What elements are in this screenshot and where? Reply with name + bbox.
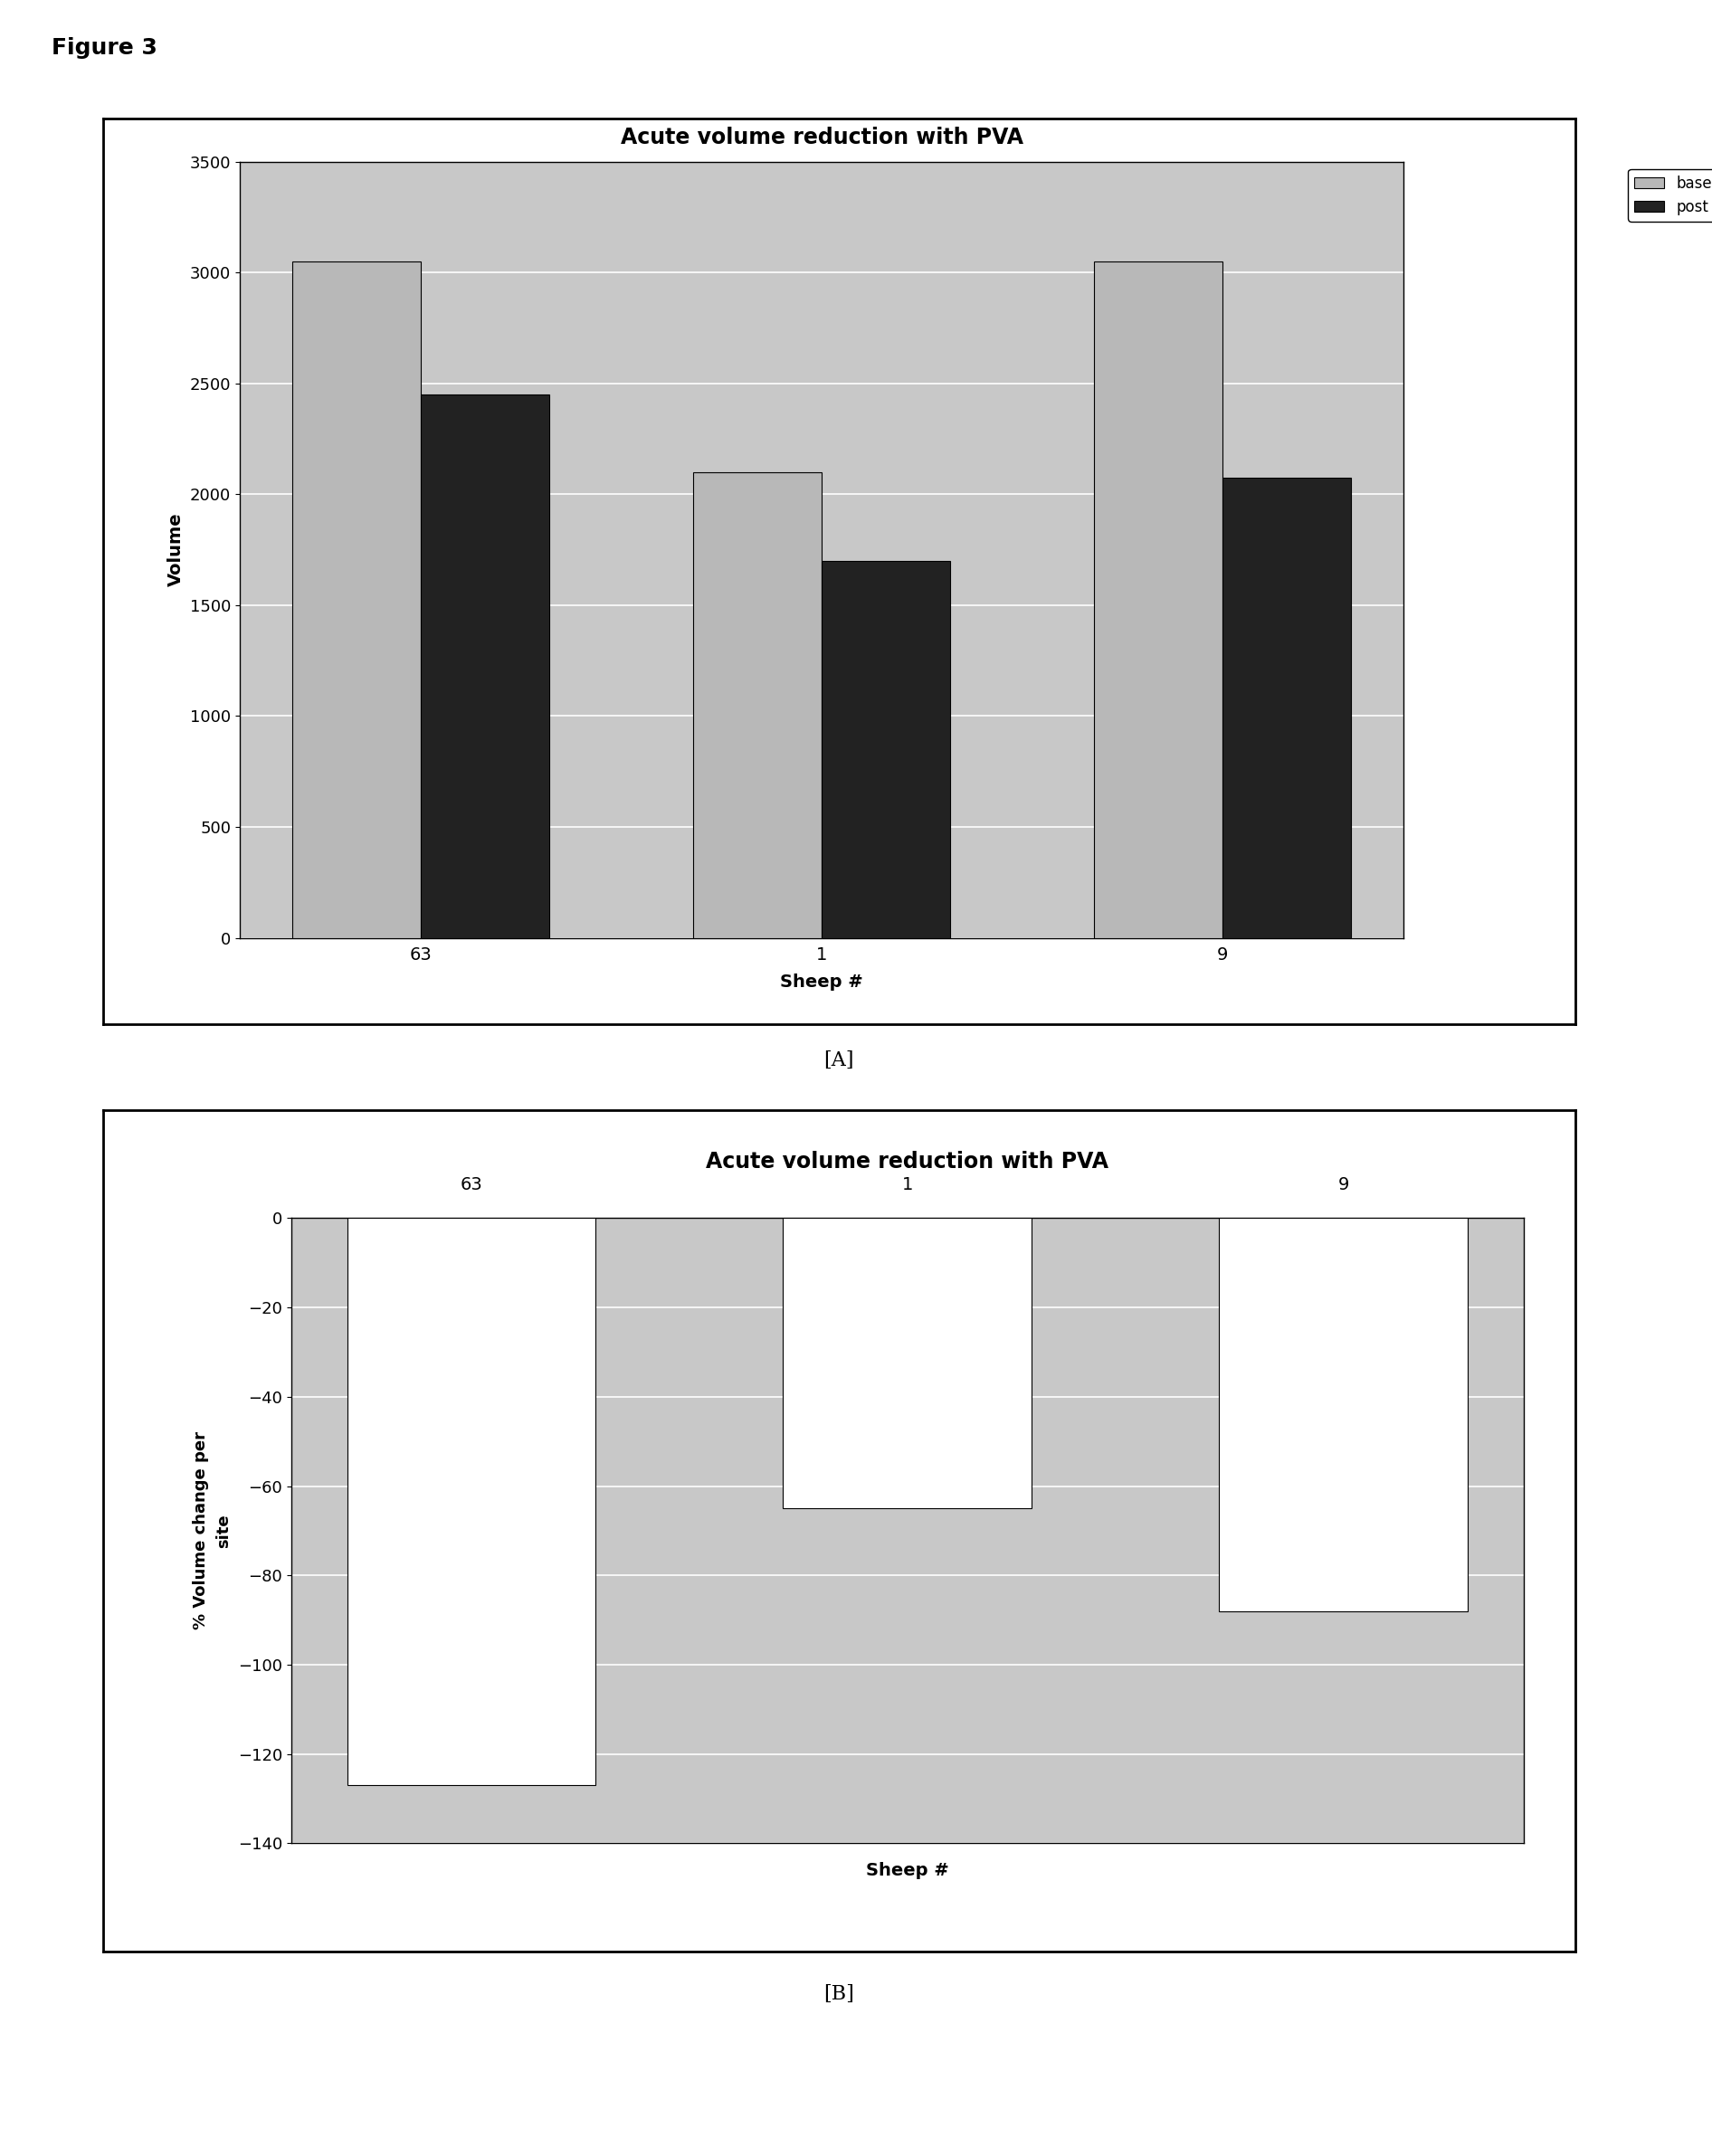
Title: Acute volume reduction with PVA: Acute volume reduction with PVA xyxy=(705,1151,1109,1173)
Bar xyxy=(1094,261,1222,938)
Text: [B]: [B] xyxy=(823,1984,854,2003)
Y-axis label: Volume: Volume xyxy=(168,513,185,586)
Text: 9: 9 xyxy=(1337,1175,1349,1192)
Bar xyxy=(1219,1218,1467,1611)
Title: Acute volume reduction with PVA: Acute volume reduction with PVA xyxy=(620,127,1024,149)
Bar xyxy=(822,561,950,938)
X-axis label: Sheep #: Sheep # xyxy=(866,1863,948,1880)
Y-axis label: % Volume change per
site: % Volume change per site xyxy=(192,1432,231,1630)
Text: [A]: [A] xyxy=(823,1050,854,1069)
Legend: baseline, post: baseline, post xyxy=(1628,168,1712,222)
Bar xyxy=(348,1218,596,1785)
X-axis label: Sheep #: Sheep # xyxy=(781,975,863,992)
Bar xyxy=(421,395,550,938)
Bar xyxy=(782,1218,1032,1509)
Bar xyxy=(1222,479,1351,938)
Text: 1: 1 xyxy=(902,1175,912,1192)
Text: 63: 63 xyxy=(461,1175,483,1192)
Text: Figure 3: Figure 3 xyxy=(51,37,158,58)
Bar xyxy=(293,261,421,938)
Bar xyxy=(693,472,822,938)
